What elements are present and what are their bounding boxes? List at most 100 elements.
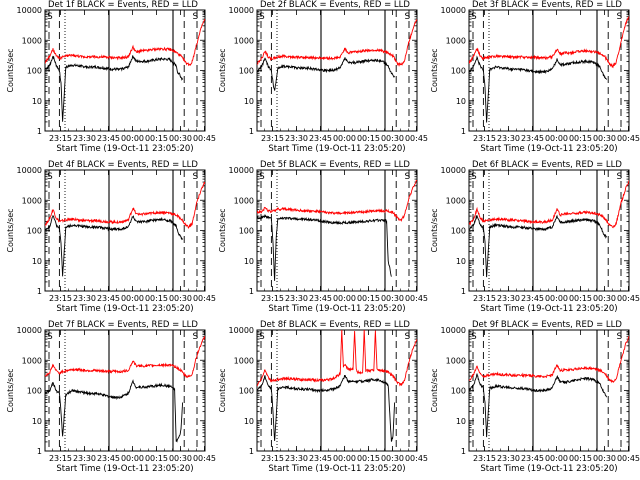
x-tick-label: 23:30 — [73, 294, 96, 303]
x-tick-label: 00:30 — [593, 294, 616, 303]
series-lld-red — [45, 181, 205, 229]
x-tick-label: 23:15 — [261, 134, 284, 143]
saa-marker: S — [259, 172, 265, 182]
x-tick-label: 00:30 — [169, 134, 192, 143]
chart-panel-2: Det 2f BLACK = Events, RED = LLD 1 10 100 10… — [218, 0, 428, 154]
saa-marker: S — [47, 12, 53, 22]
y-tick-label: 1 — [461, 287, 466, 296]
chart-title: Det 7f BLACK = Events, RED = LLD — [48, 320, 198, 330]
y-tick-label: 100 — [239, 67, 254, 76]
axes-frame — [256, 169, 418, 292]
series-lld-red — [469, 16, 629, 69]
saa-marker: S — [47, 172, 53, 182]
x-tick-label: 23:30 — [285, 294, 308, 303]
x-axis-label: Start Time (19-Oct-11 23:05:20) — [480, 144, 617, 154]
y-tick-label: 10000 — [17, 326, 42, 335]
saa-marker: S — [471, 12, 477, 22]
x-tick-label: 23:30 — [497, 134, 520, 143]
chart-panel-8: Det 8f BLACK = Events, RED = LLD 1 10 100 10… — [218, 320, 428, 474]
axes-frame — [468, 329, 630, 452]
y-axis-label: Counts/sec — [218, 48, 227, 92]
y-axis-label: Counts/sec — [430, 208, 439, 252]
series-events-black — [257, 374, 396, 442]
x-tick-label: 00:45 — [405, 134, 428, 143]
x-tick-label: 23:30 — [73, 134, 96, 143]
x-tick-label: 00:30 — [381, 454, 404, 463]
y-tick-label: 1000 — [22, 36, 42, 45]
series-lld-red — [45, 336, 205, 379]
x-axis-label: Start Time (19-Oct-11 23:05:20) — [268, 304, 405, 314]
x-tick-label: 23:45 — [521, 294, 544, 303]
series-events-black — [257, 213, 392, 281]
x-axis-label: Start Time (19-Oct-11 23:05:20) — [56, 464, 193, 474]
y-tick-label: 100 — [27, 227, 42, 236]
series-events-black — [45, 214, 184, 277]
y-tick-label: 10000 — [229, 166, 254, 175]
chart-title: Det 8f BLACK = Events, RED = LLD — [260, 320, 410, 330]
axes-frame — [468, 169, 630, 292]
y-axis-label: Counts/sec — [6, 368, 15, 412]
chart-panel-5: Det 5f BLACK = Events, RED = LLD 1 10 100 10… — [218, 160, 428, 314]
y-tick-label: 10000 — [441, 326, 466, 335]
chart-title: Det 2f BLACK = Events, RED = LLD — [260, 0, 410, 10]
saa-marker: S — [259, 332, 265, 342]
x-tick-label: 23:15 — [473, 294, 496, 303]
x-tick-label: 00:15 — [145, 454, 168, 463]
y-tick-label: 10 — [244, 97, 254, 106]
x-tick-label: 00:45 — [617, 134, 640, 143]
saa-marker: S — [617, 12, 623, 22]
axes-frame — [44, 9, 206, 132]
saa-marker: S — [259, 12, 265, 22]
saa-marker: S — [405, 12, 411, 22]
x-tick-label: 00:00 — [121, 294, 144, 303]
y-tick-label: 100 — [451, 227, 466, 236]
y-tick-label: 100 — [451, 67, 466, 76]
chart-title: Det 1f BLACK = Events, RED = LLD — [48, 0, 198, 10]
chart-panel-7: Det 7f BLACK = Events, RED = LLD 1 10 100 10… — [6, 320, 216, 474]
y-axis-label: Counts/sec — [218, 208, 227, 252]
y-tick-label: 10 — [32, 417, 42, 426]
series-events-black — [45, 379, 184, 443]
series-events-black — [469, 214, 608, 278]
y-tick-label: 10 — [456, 97, 466, 106]
saa-marker: S — [471, 332, 477, 342]
y-tick-label: 100 — [239, 387, 254, 396]
y-tick-label: 1 — [249, 127, 254, 136]
x-tick-label: 00:30 — [169, 454, 192, 463]
x-axis-label: Start Time (19-Oct-11 23:05:20) — [56, 304, 193, 314]
x-tick-label: 00:15 — [569, 294, 592, 303]
x-tick-label: 23:15 — [49, 134, 72, 143]
x-tick-label: 00:30 — [169, 294, 192, 303]
y-tick-label: 1000 — [234, 356, 254, 365]
x-tick-label: 00:00 — [545, 134, 568, 143]
y-tick-label: 10000 — [441, 6, 466, 15]
series-lld-red — [45, 18, 205, 67]
x-tick-label: 00:00 — [545, 294, 568, 303]
x-tick-label: 23:45 — [309, 134, 332, 143]
y-tick-label: 100 — [451, 387, 466, 396]
y-axis-label: Counts/sec — [218, 368, 227, 412]
y-tick-label: 1 — [249, 447, 254, 456]
chart-title: Det 3f BLACK = Events, RED = LLD — [472, 0, 622, 10]
y-tick-label: 1000 — [22, 196, 42, 205]
saa-marker: S — [471, 172, 477, 182]
chart-panel-3: Det 3f BLACK = Events, RED = LLD 1 10 100 10… — [430, 0, 640, 154]
chart-panel-4: Det 4f BLACK = Events, RED = LLD 1 10 100 10… — [6, 160, 216, 314]
x-tick-label: 00:30 — [593, 134, 616, 143]
series-events-black — [45, 55, 184, 122]
x-tick-label: 00:00 — [333, 294, 356, 303]
series-lld-red — [257, 330, 417, 387]
y-tick-label: 10 — [244, 417, 254, 426]
x-tick-label: 00:30 — [381, 294, 404, 303]
x-tick-label: 00:45 — [405, 294, 428, 303]
x-tick-label: 23:45 — [97, 134, 120, 143]
y-tick-label: 1 — [37, 447, 42, 456]
y-tick-label: 10000 — [229, 6, 254, 15]
y-tick-label: 1000 — [234, 36, 254, 45]
x-tick-label: 00:15 — [357, 134, 380, 143]
x-axis-label: Start Time (19-Oct-11 23:05:20) — [268, 144, 405, 154]
x-tick-label: 23:30 — [497, 294, 520, 303]
x-tick-label: 23:30 — [73, 454, 96, 463]
saa-marker: S — [405, 172, 411, 182]
